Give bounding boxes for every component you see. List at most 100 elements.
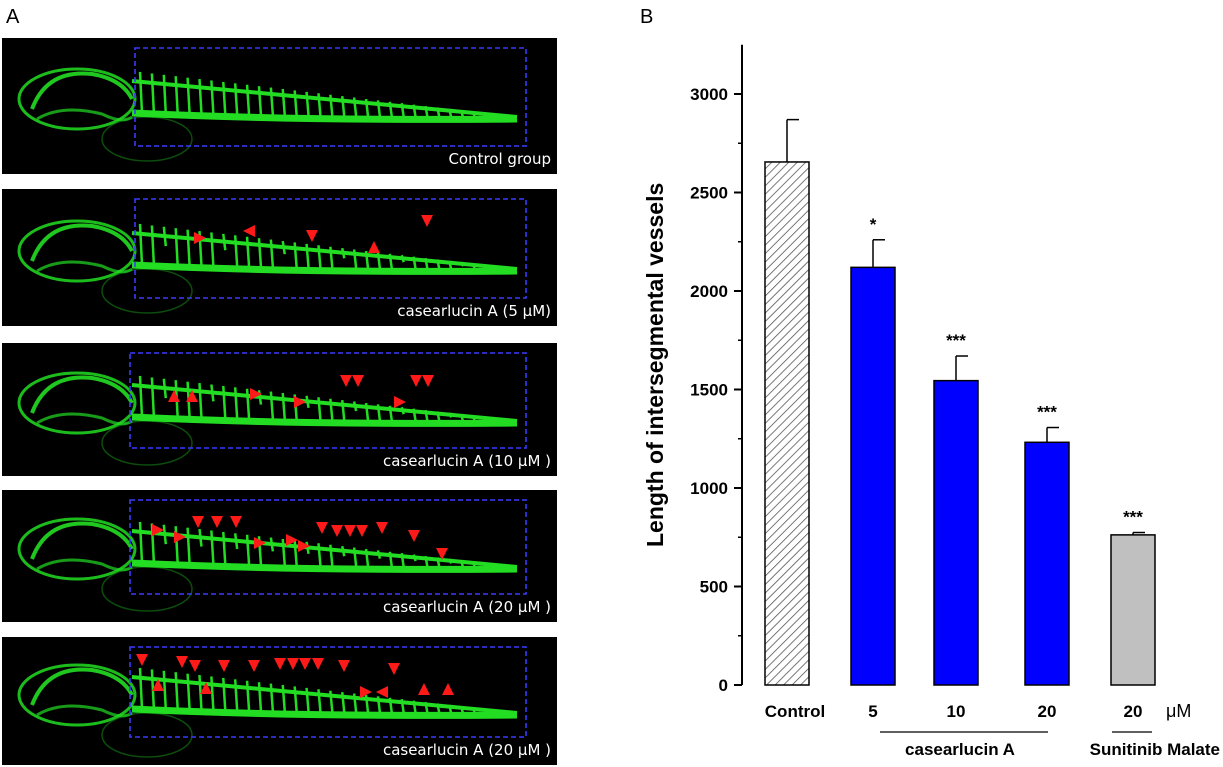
- intersegmental-vessel: [424, 409, 429, 422]
- intersegmental-vessel: [198, 78, 203, 115]
- intersegmental-vessel: [436, 107, 441, 118]
- panel-a-letter: A: [6, 6, 20, 28]
- intersegmental-vessel: [483, 112, 489, 119]
- arrowhead-right: [254, 537, 266, 549]
- panel-b-letter: B: [640, 6, 654, 28]
- intersegmental-vessel: [483, 416, 489, 423]
- intersegmental-vessel: [186, 229, 191, 266]
- intersegmental-vessel: [424, 701, 429, 714]
- intersegmental-vessel: [352, 401, 358, 412]
- intersegmental-vessel: [245, 236, 251, 267]
- fish-head-vessel: [36, 704, 133, 718]
- arrowhead-right: [174, 531, 186, 543]
- intersegmental-vessel: [162, 378, 168, 399]
- bar-3: [1024, 441, 1070, 686]
- intersegmental-vessel: [329, 398, 334, 421]
- intersegmental-vessel: [388, 405, 394, 422]
- intersegmental-vessel: [471, 263, 477, 271]
- y-tick-label: 2500: [690, 184, 728, 203]
- intersegmental-vessel: [329, 94, 334, 117]
- intersegmental-vessel: [150, 73, 156, 114]
- intersegmental-vessel: [233, 83, 239, 115]
- fish-caption: Control group: [448, 150, 551, 168]
- intersegmental-vessel: [317, 689, 322, 713]
- intersegmental-vessel: [424, 105, 429, 118]
- intersegmental-vessel: [186, 673, 191, 710]
- intersegmental-vessel: [174, 228, 179, 266]
- intersegmental-vessel: [352, 547, 358, 567]
- arrowhead-right: [250, 388, 262, 400]
- arrowhead-up: [442, 683, 454, 695]
- arrowhead-down: [136, 654, 148, 666]
- arrowhead-right: [298, 540, 310, 552]
- intersegmental-vessel: [293, 540, 298, 566]
- arrowhead-right: [194, 232, 206, 244]
- intersegmental-vessel: [352, 97, 358, 117]
- fish-head-vessel: [30, 667, 134, 706]
- intersegmental-vessel: [364, 694, 370, 713]
- intersegmental-vessel: [459, 706, 465, 715]
- arrowhead-down: [410, 375, 422, 387]
- intersegmental-vessel: [412, 700, 417, 714]
- arrowhead-down: [189, 660, 201, 672]
- intersegmental-vessel: [233, 679, 239, 711]
- group-label: casearlucin A: [905, 740, 1015, 759]
- fish-panel-20uM-b: casearlucin A (20 μM ): [2, 637, 557, 765]
- fish-image-20uM-b: [17, 646, 527, 758]
- intersegmental-vessel: [222, 531, 227, 565]
- intersegmental-vessel: [210, 530, 215, 565]
- intersegmental-vessel: [376, 404, 382, 421]
- arrowhead-down: [344, 525, 356, 537]
- intersegmental-vessel: [376, 696, 382, 713]
- arrowhead-down: [316, 522, 328, 534]
- intersegmental-vessel: [352, 249, 358, 269]
- fish-head: [17, 663, 137, 727]
- roi-box: [134, 47, 527, 147]
- y-tick-label: 2000: [690, 282, 728, 301]
- intersegmental-vessel: [174, 526, 179, 564]
- axial-vessel: [131, 413, 518, 427]
- arrowhead-down: [274, 658, 286, 670]
- intersegmental-vessel: [222, 385, 227, 419]
- y-tick-label: 0: [719, 676, 728, 695]
- intersegmental-vessel: [138, 521, 144, 564]
- fish-caption: casearlucin A (20 μM ): [382, 741, 551, 759]
- arrowhead-down: [421, 215, 433, 227]
- intersegmental-vessel: [436, 411, 441, 422]
- x-tick-label: 5: [868, 702, 877, 721]
- intersegmental-vessel: [329, 690, 334, 713]
- intersegmental-vessel: [471, 111, 477, 119]
- roi-box: [129, 499, 527, 595]
- intersegmental-vessel: [186, 527, 191, 564]
- fish-panel-5uM: casearlucin A (5 μM): [2, 189, 557, 326]
- x-tick-label: 10: [947, 702, 966, 721]
- intersegmental-vessel: [400, 254, 405, 263]
- intersegmental-vessel: [245, 534, 251, 565]
- fish-caption: casearlucin A (10 μM ): [382, 452, 551, 470]
- significance-label: *: [870, 215, 877, 234]
- intersegmental-vessel: [281, 684, 287, 712]
- axial-vessel: [131, 261, 518, 275]
- intersegmental-vessel: [293, 90, 298, 116]
- intersegmental-vessel: [483, 708, 489, 715]
- fish-head-vessel: [36, 412, 133, 426]
- fish-yolk: [101, 566, 193, 612]
- intersegmental-vessel: [305, 541, 310, 554]
- y-tick-label: 1500: [690, 381, 728, 400]
- intersegmental-vessel: [376, 100, 382, 117]
- arrowhead-down: [299, 658, 311, 670]
- fish-panel-20uM-a: casearlucin A (20 μM ): [2, 490, 557, 622]
- fish-panel-control: Control group: [2, 38, 557, 174]
- arrowhead-up: [368, 241, 380, 253]
- intersegmental-vessel: [400, 553, 405, 568]
- intersegmental-vessel: [269, 87, 275, 116]
- arrowhead-right: [360, 686, 372, 698]
- arrowhead-down: [331, 525, 343, 537]
- arrowhead-down: [218, 660, 230, 672]
- intersegmental-vessel: [245, 84, 251, 115]
- intersegmental-vessel: [412, 408, 417, 422]
- intersegmental-vessel: [281, 88, 287, 116]
- fish-image-control: [17, 47, 527, 162]
- fish-image-5uM: [17, 198, 527, 314]
- fish-yolk: [101, 268, 193, 314]
